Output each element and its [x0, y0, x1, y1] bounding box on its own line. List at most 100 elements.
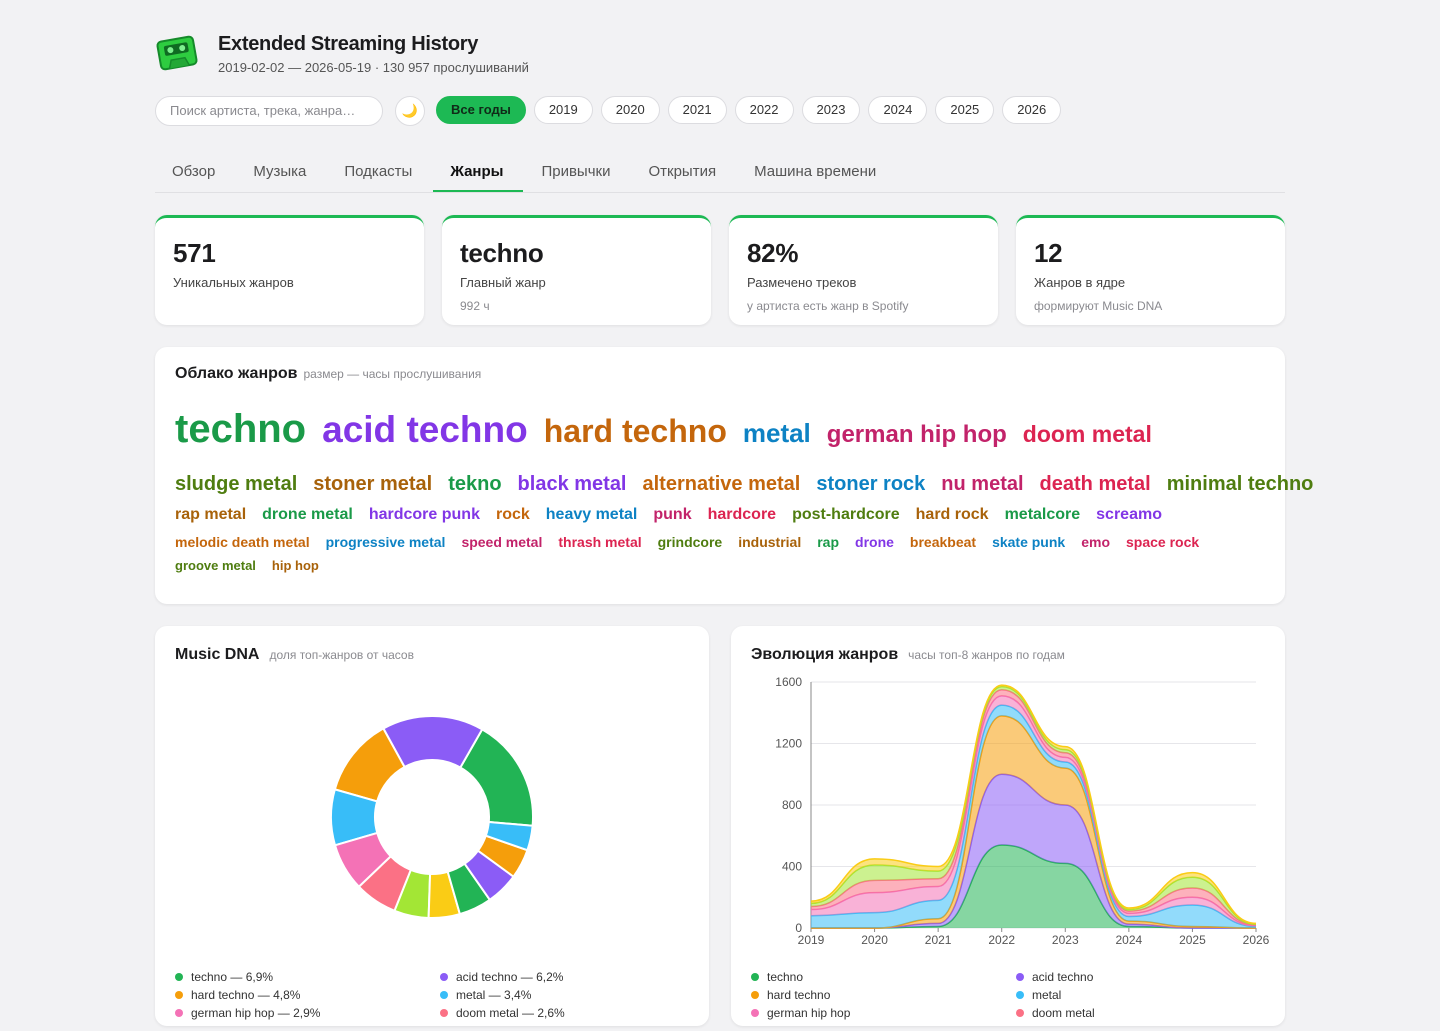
- legend-separator: —: [254, 988, 273, 1002]
- x-tick-label: 2019: [798, 933, 825, 947]
- genre-word[interactable]: breakbeat: [909, 534, 977, 550]
- legend-label: acid techno — 6,2%: [456, 970, 564, 984]
- cloud-row: groove metal hip hop: [175, 558, 319, 573]
- legend-name: sludge metal: [191, 1024, 259, 1026]
- genre-word[interactable]: drone metal: [262, 506, 353, 523]
- genre-word[interactable]: emo: [1081, 534, 1110, 550]
- stat-card: 571 Уникальных жанров: [155, 215, 424, 325]
- tab[interactable]: Привычки: [541, 163, 611, 180]
- legend-swatch: [1016, 1009, 1024, 1017]
- year-filter[interactable]: Все годы: [436, 96, 526, 124]
- genre-word[interactable]: industrial: [738, 534, 802, 550]
- genre-word[interactable]: death metal: [1039, 473, 1151, 495]
- year-filter[interactable]: 2023: [801, 96, 861, 124]
- genre-word[interactable]: sludge metal: [175, 473, 298, 495]
- genre-word[interactable]: punk: [653, 506, 692, 523]
- genre-evolution-card: Эволюция жанров часы топ-8 жанров по года…: [731, 626, 1285, 1031]
- donut-chart: Music DNA доля топ-жанров от часов techno …: [175, 646, 568, 1031]
- area-line: [810, 684, 1257, 925]
- stat-note: 992 ч: [460, 299, 490, 313]
- legend-label: hard techno — 4,8%: [191, 988, 301, 1002]
- year-filters: Все годы 2019 2020 2021 2022 2023 2024 2025 2026: [436, 96, 1062, 124]
- legend-value: 2,9%: [293, 1006, 321, 1020]
- tab[interactable]: Машина времени: [754, 163, 877, 180]
- genre-word[interactable]: hard techno: [543, 413, 727, 449]
- genre-word[interactable]: metalcore: [1004, 506, 1081, 523]
- legend-label: doom metal: [1032, 1006, 1095, 1020]
- genre-word[interactable]: stoner rock: [816, 473, 926, 495]
- genre-word[interactable]: techno: [175, 407, 307, 451]
- cloud-row: techno acid techno hard techno metal german …: [175, 407, 1152, 452]
- genre-word[interactable]: stoner metal: [313, 473, 433, 495]
- genre-word[interactable]: acid techno: [322, 409, 528, 450]
- tab[interactable]: Музыка: [253, 163, 307, 180]
- x-tick-label: 2026: [1243, 933, 1270, 947]
- legend-swatch: [440, 973, 448, 981]
- legend-label: sludge metal — 2,1%: [191, 1024, 305, 1026]
- genre-word[interactable]: hip hop: [271, 558, 319, 573]
- genre-word[interactable]: heavy metal: [545, 506, 638, 523]
- genre-word[interactable]: hardcore punk: [368, 506, 480, 523]
- app-logo: [156, 35, 198, 71]
- stat-card: 12 Жанров в ядре формируют Music DNA: [1016, 215, 1285, 325]
- x-tick-label: 2020: [861, 933, 888, 947]
- genre-word[interactable]: rap metal: [175, 506, 247, 523]
- x-tick-label: 2025: [1179, 933, 1206, 947]
- stat-value: techno: [460, 238, 544, 268]
- genre-word[interactable]: alternative metal: [642, 473, 801, 495]
- year-filter[interactable]: 2022: [734, 96, 794, 124]
- app: Extended Streaming History 2019-02-02 — …: [155, 33, 1314, 1031]
- genre-word[interactable]: metal: [742, 418, 811, 448]
- stat-label: Уникальных жанров: [173, 275, 294, 290]
- genre-word[interactable]: hardcore: [707, 506, 777, 523]
- genre-word[interactable]: nu metal: [941, 473, 1024, 495]
- chart-subtitle: часы топ-8 жанров по годам: [908, 648, 1065, 662]
- x-tick-label: 2023: [1052, 933, 1079, 947]
- card-subtitle: размер — часы прослушивания: [303, 367, 482, 381]
- genre-word[interactable]: tekno: [448, 473, 502, 495]
- genre-word[interactable]: skate punk: [992, 534, 1066, 550]
- year-filter[interactable]: 2021: [667, 96, 727, 124]
- legend-label: sludge metal: [767, 1024, 835, 1026]
- legend-label: hard techno: [767, 988, 831, 1002]
- year-filter[interactable]: 2025: [935, 96, 995, 124]
- genre-word[interactable]: german hip hop: [826, 421, 1007, 448]
- genre-word[interactable]: drone: [855, 534, 894, 550]
- genre-word[interactable]: rock: [495, 506, 530, 523]
- legend-name: metal: [456, 988, 485, 1002]
- theme-toggle[interactable]: 🌙: [395, 96, 425, 126]
- genre-word[interactable]: speed metal: [461, 534, 543, 550]
- legend-swatch: [751, 991, 759, 999]
- genre-word[interactable]: groove metal: [175, 558, 256, 573]
- genre-word[interactable]: thrash metal: [558, 534, 642, 550]
- year-filter[interactable]: 2020: [600, 96, 660, 124]
- year-filter[interactable]: 2019: [533, 96, 593, 124]
- search-input[interactable]: Поиск артиста, трека, жанра…: [155, 96, 383, 126]
- y-tick-label: 400: [782, 860, 802, 874]
- stat-value: 12: [1034, 238, 1063, 268]
- genre-word[interactable]: hard rock: [915, 506, 989, 523]
- genre-word[interactable]: post-hardcore: [792, 506, 900, 523]
- legend-value: 4,8%: [273, 988, 301, 1002]
- legend-name: techno: [191, 970, 227, 984]
- year-filter[interactable]: 2024: [868, 96, 928, 124]
- chart-title: Music DNA: [175, 646, 260, 663]
- legend-value: 3,4%: [504, 988, 532, 1002]
- genre-word[interactable]: rap: [817, 534, 840, 550]
- tab[interactable]: Жанры: [433, 158, 524, 192]
- tab[interactable]: Подкасты: [344, 163, 413, 180]
- year-filter[interactable]: 2026: [1002, 96, 1062, 124]
- tab[interactable]: Открытия: [648, 163, 717, 180]
- genre-word[interactable]: screamo: [1096, 506, 1162, 523]
- legend-name: german hip hop: [191, 1006, 275, 1020]
- genre-word[interactable]: grindcore: [657, 534, 723, 550]
- genre-word[interactable]: black metal: [517, 473, 627, 495]
- genre-word[interactable]: space rock: [1126, 534, 1200, 550]
- legend-separator: —: [522, 1024, 541, 1026]
- genre-word[interactable]: minimal techno: [1166, 473, 1314, 495]
- page: Extended Streaming History { "header": {…: [155, 33, 1314, 1031]
- genre-word[interactable]: progressive metal: [325, 534, 446, 550]
- tab[interactable]: Обзор: [172, 163, 216, 180]
- genre-word[interactable]: melodic death metal: [175, 534, 310, 550]
- genre-word[interactable]: doom metal: [1022, 421, 1152, 447]
